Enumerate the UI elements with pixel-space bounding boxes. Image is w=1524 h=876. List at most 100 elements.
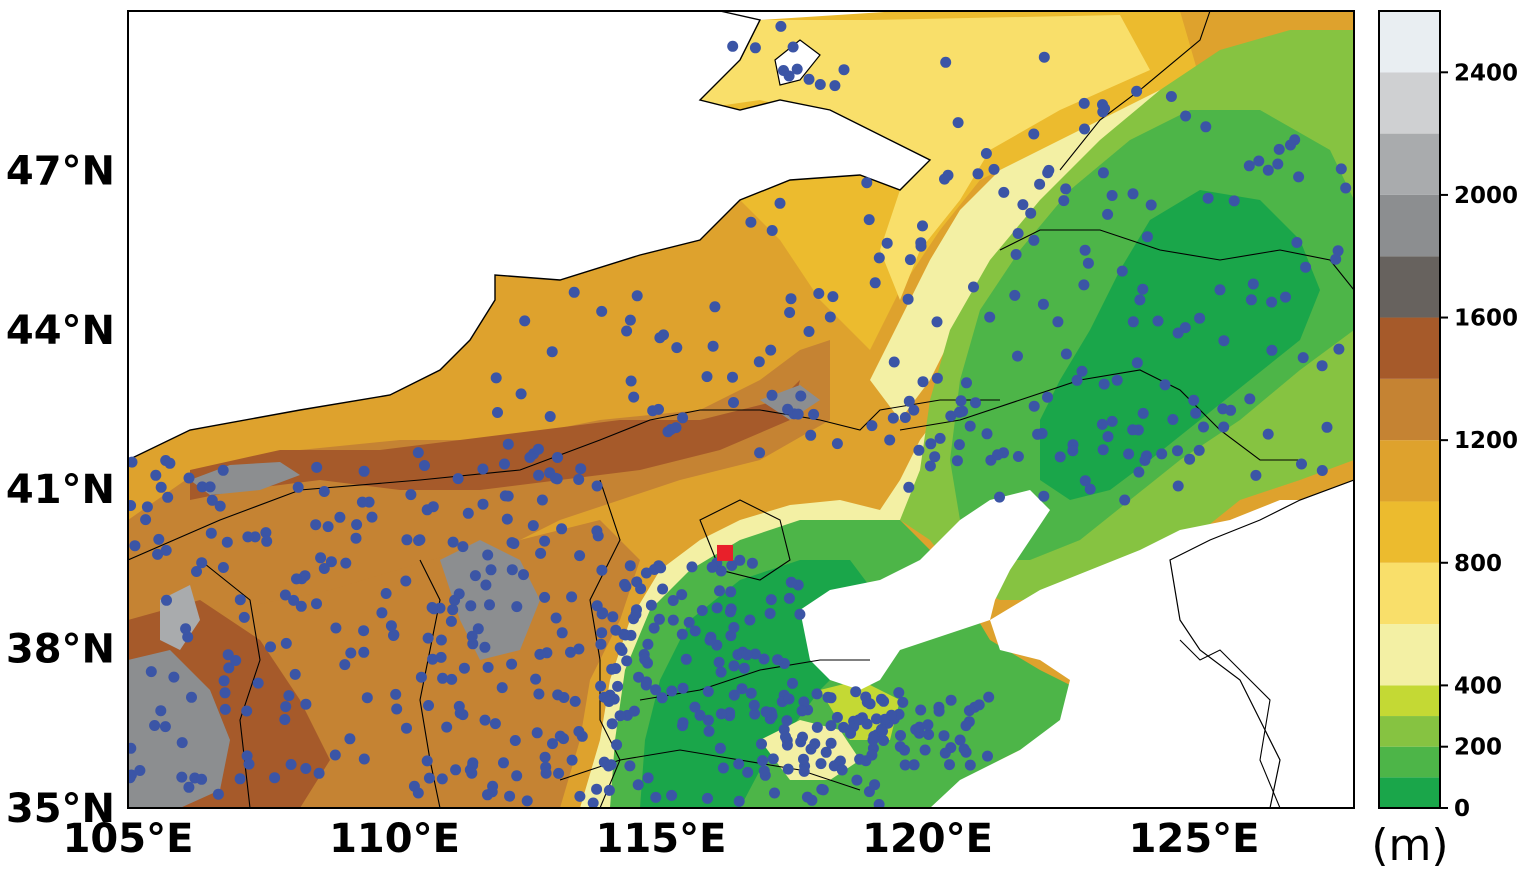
station-point [953,439,965,451]
station-point [345,647,357,659]
station-point [745,687,757,699]
station-point [1036,428,1048,439]
station-point [939,173,950,185]
station-point [653,613,665,625]
station-point [614,642,626,654]
station-point [566,754,578,766]
station-point [465,600,477,612]
station-point [945,694,957,706]
station-point [1335,163,1347,175]
station-point [783,592,795,604]
station-point [825,737,837,749]
station-point [630,608,642,620]
station-point [945,410,957,422]
station-point [484,599,495,611]
lon-tick-label: 120°E [862,816,993,862]
station-point [867,734,879,746]
station-point [603,696,615,707]
longitude-tick-labels: 105°E 110°E 115°E 120°E 125°E [63,816,1260,862]
station-point [234,773,246,785]
station-point [1245,294,1257,306]
station-point [422,632,434,644]
station-point [606,718,618,730]
north-outside-region [128,11,932,461]
station-point [168,671,180,683]
station-point [929,451,941,463]
station-point [982,750,993,762]
station-point [427,501,439,513]
station-point [798,696,810,708]
station-point [435,651,447,663]
station-point [553,767,565,779]
station-point [676,628,688,640]
station-point [1145,199,1157,211]
colorbar-tick-label: 0 [1454,796,1470,822]
station-point [765,594,777,606]
station-point [519,315,531,327]
station-point [884,434,896,446]
station-point [1067,445,1079,457]
station-point [1079,123,1090,135]
station-point [707,340,719,352]
station-point [1172,480,1184,492]
station-point [1266,344,1278,356]
station-point [153,533,165,545]
station-point [794,608,806,620]
station-point [128,456,138,468]
station-point [836,764,848,776]
station-point [869,779,881,791]
station-point [330,622,342,634]
station-point [524,452,536,463]
station-point [689,625,701,637]
station-point [450,764,462,776]
colorbar-segment [1379,685,1440,717]
station-point [466,767,478,779]
station-point [703,725,715,737]
station-point [159,721,171,733]
station-point [1009,289,1021,301]
station-point [917,220,928,232]
ningxia-border [199,559,261,808]
station-point [597,607,609,619]
station-point [647,405,659,417]
lon-tick-label: 115°E [596,816,727,862]
station-point [574,550,586,562]
station-point [670,422,682,434]
station-point [452,473,464,485]
station-point [728,397,739,408]
station-point [482,661,494,673]
korea-region [1169,479,1354,808]
station-point [783,70,795,82]
station-point [808,408,820,420]
station-point [915,237,927,249]
station-point [511,601,523,613]
station-point [671,342,683,354]
station-point [176,771,188,783]
station-point [550,612,562,624]
station-point [492,407,503,418]
terrain-high-ridge [190,380,800,500]
station-point [650,684,662,696]
station-point [1043,164,1055,176]
station-point [531,727,543,739]
lon-tick-label: 110°E [329,816,460,862]
station-point [340,557,352,569]
station-point [234,594,246,606]
station-point [624,560,636,572]
station-point [726,560,738,571]
station-point [709,301,721,313]
station-point [568,286,580,298]
station-point [744,614,756,626]
station-point [552,452,563,463]
station-point [502,490,514,502]
station-point [1012,228,1024,239]
station-point [881,237,893,249]
terrain-grey-peaks-1 [190,462,300,495]
station-point [931,316,943,328]
lon-tick-label: 105°E [63,816,194,862]
station-point [1137,283,1149,295]
station-point [621,325,633,337]
station-point [605,759,617,771]
station-point [829,80,841,92]
station-point [1262,428,1274,440]
